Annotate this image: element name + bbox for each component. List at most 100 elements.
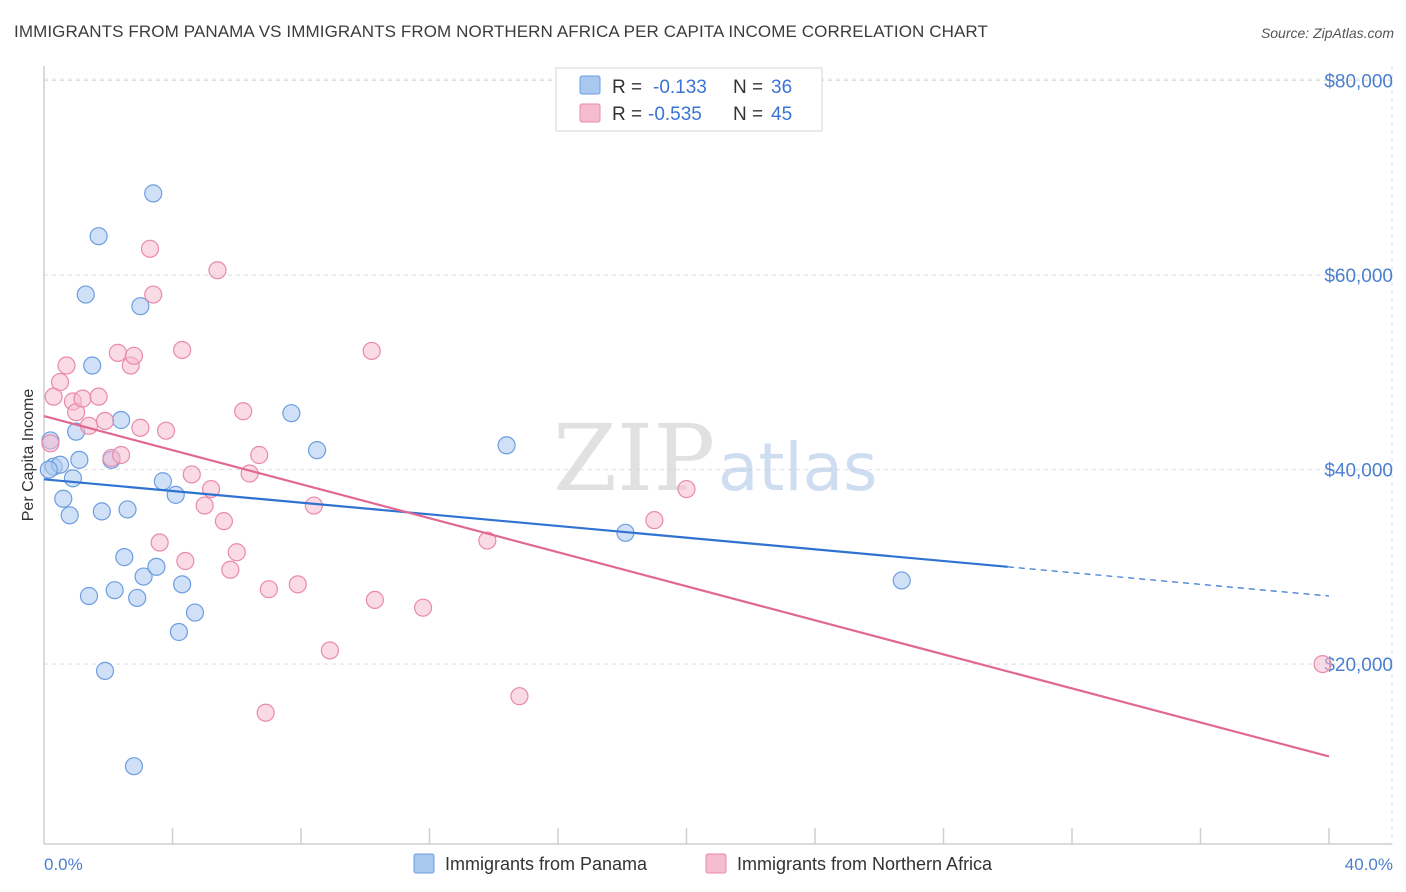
- y-tick-label-1: $40,000: [1324, 461, 1393, 482]
- panama-point-15: [105, 581, 124, 600]
- panama-point-3: [54, 489, 73, 508]
- panama-point-28: [185, 603, 205, 622]
- africa-point-25: [208, 261, 227, 280]
- panama-point-16: [111, 410, 131, 430]
- y-tick-labels: $20,000 $40,000 $60,000 $80,000: [1324, 72, 1393, 677]
- africa-point-15: [131, 418, 150, 437]
- africa-point-9: [95, 411, 115, 431]
- panama-point-17: [115, 548, 134, 567]
- panama-trend-extension: [1007, 566, 1330, 597]
- panama-point-25: [166, 485, 185, 504]
- trend-lines: [43, 415, 1330, 758]
- panama-point-34: [892, 571, 911, 590]
- panama-point-19: [128, 588, 147, 608]
- africa-point-35: [304, 496, 323, 515]
- panama-point-21: [134, 567, 153, 586]
- bottom-legend-label-panama: Immigrants from Panama: [445, 854, 648, 874]
- africa-point-33: [259, 580, 278, 599]
- panama-point-24: [153, 472, 172, 491]
- africa-point-21: [176, 551, 195, 571]
- panama-point-20: [131, 297, 150, 316]
- africa-point-6: [73, 389, 92, 408]
- y-tick-label-0: $20,000: [1324, 655, 1393, 676]
- africa-point-41: [510, 687, 529, 706]
- panama-point-31: [307, 441, 327, 460]
- chart-title: IMMIGRANTS FROM PANAMA VS IMMIGRANTS FRO…: [14, 22, 988, 41]
- africa-point-19: [156, 421, 176, 440]
- panama-point-10: [83, 356, 102, 375]
- bottom-legend-swatch-panama: [413, 853, 435, 874]
- africa-point-43: [677, 479, 696, 499]
- legend-n-label-panama: N =: [733, 77, 763, 98]
- africa-point-30: [240, 464, 259, 483]
- legend-swatch-panama: [579, 75, 601, 95]
- panama-trend-line: [43, 478, 1008, 568]
- africa-point-40: [478, 531, 497, 550]
- legend-r-label-africa: R =: [612, 104, 642, 125]
- legend-n-label-africa: N =: [733, 104, 763, 125]
- africa-point-28: [227, 543, 246, 562]
- panama-point-29: [124, 757, 144, 776]
- bottom-legend-label-africa: Immigrants from Northern Africa: [737, 854, 993, 874]
- panama-point-18: [118, 500, 137, 519]
- y-axis-title: Per Capita Income: [20, 389, 37, 522]
- africa-point-23: [195, 496, 214, 515]
- panama-point-35: [39, 460, 58, 479]
- watermark-atlas: atlas: [718, 429, 878, 506]
- africa-point-32: [256, 703, 275, 722]
- africa-point-29: [234, 402, 253, 421]
- africa-point-12: [108, 343, 127, 362]
- africa-point-34: [288, 575, 307, 594]
- africa-point-2: [50, 372, 70, 392]
- stats-legend: R = -0.133 N = 36 R = -0.535 N = 45: [555, 67, 823, 132]
- africa-point-11: [111, 445, 131, 465]
- africa-point-8: [89, 387, 108, 406]
- africa-point-26: [214, 512, 233, 531]
- panama-point-32: [497, 436, 516, 455]
- panama-point-9: [79, 586, 99, 606]
- panama-point-27: [173, 575, 192, 594]
- africa-point-42: [645, 511, 664, 530]
- panama-point-30: [282, 404, 301, 423]
- legend-swatch-africa: [579, 103, 601, 123]
- africa-point-44: [1313, 654, 1332, 674]
- x-axis-ticks: [171, 828, 1330, 844]
- africa-point-37: [362, 341, 381, 361]
- panama-point-26: [169, 622, 189, 642]
- africa-point-0: [41, 434, 60, 453]
- africa-point-17: [144, 285, 163, 304]
- africa-point-20: [173, 340, 192, 360]
- panama-point-5: [63, 469, 83, 488]
- legend-n-value-panama: 36: [771, 77, 792, 98]
- panama-point-13: [95, 661, 115, 680]
- panama-point-12: [92, 502, 111, 521]
- africa-point-38: [365, 590, 384, 610]
- africa-point-31: [250, 445, 269, 465]
- africa-point-39: [413, 598, 433, 617]
- legend-n-value-africa: 45: [771, 104, 792, 125]
- x-tick-label-max: 40.0%: [1345, 855, 1393, 874]
- africa-point-3: [57, 356, 76, 375]
- africa-point-27: [221, 560, 240, 579]
- y-tick-label-2: $60,000: [1324, 266, 1393, 287]
- y-tick-label-3: $80,000: [1324, 72, 1393, 93]
- panama-point-23: [147, 557, 166, 576]
- panama-point-4: [60, 506, 79, 525]
- bottom-legend-swatch-africa: [705, 853, 727, 874]
- source-label: Source: ZipAtlas.com: [1260, 25, 1394, 41]
- panama-point-11: [89, 227, 108, 246]
- africa-point-18: [150, 533, 169, 552]
- panama-point-7: [70, 450, 89, 469]
- series-legend: Immigrants from Panama Immigrants from N…: [413, 853, 993, 874]
- africa-point-36: [320, 641, 340, 660]
- x-tick-label-min: 0.0%: [44, 855, 83, 874]
- series-africa-points: [41, 239, 1332, 722]
- legend-r-value-africa: -0.535: [648, 104, 702, 125]
- legend-r-value-panama: -0.133: [653, 77, 707, 98]
- legend-r-label-panama: R =: [612, 77, 642, 98]
- africa-point-14: [124, 346, 144, 365]
- africa-point-16: [140, 239, 160, 258]
- panama-point-8: [76, 285, 95, 304]
- panama-point-22: [144, 184, 163, 203]
